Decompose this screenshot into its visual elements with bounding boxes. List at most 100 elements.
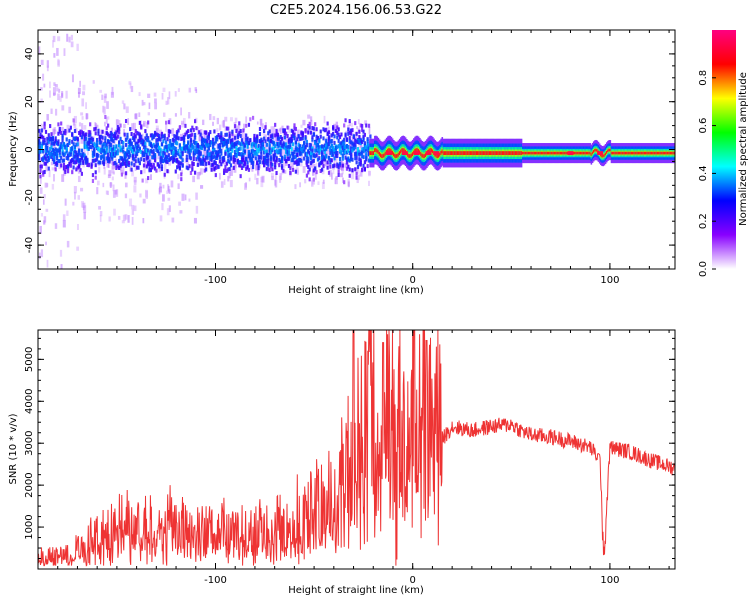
- spectrogram-cell: [40, 128, 43, 133]
- spectrogram-cell: [322, 157, 325, 162]
- spectrogram-cell: [337, 127, 340, 132]
- spectrogram-cell: [332, 166, 335, 175]
- spectrogram-cell: [225, 148, 229, 155]
- spectrogram-cell: [565, 151, 568, 155]
- spectrogram-cell: [129, 139, 132, 144]
- spectrogram-cell: [254, 151, 257, 156]
- spectrogram-cell: [174, 140, 177, 145]
- spectrogram-cell: [53, 92, 56, 97]
- spectrogram-cell: [178, 125, 182, 130]
- spectrogram-cell: [213, 166, 216, 171]
- spectrogram-cell: [453, 151, 455, 155]
- spectrogram-cell: [129, 82, 132, 89]
- spectrogram-cell: [278, 136, 281, 141]
- spectrogram-cell: [43, 125, 46, 130]
- spectrogram-cell: [348, 173, 351, 178]
- spectrogram-cell: [87, 163, 90, 168]
- spectrogram-cell: [94, 163, 97, 168]
- spectrogram-cell: [276, 142, 280, 147]
- spectrogram-cell: [55, 153, 59, 158]
- x-tick-label: -100: [204, 575, 227, 586]
- spectrogram-cell: [355, 139, 358, 144]
- spectrogram-cell: [113, 208, 116, 216]
- spectrogram-cell: [238, 152, 241, 157]
- spectrogram-cell: [162, 139, 165, 144]
- spectrogram-cell: [227, 175, 230, 182]
- spectrogram-cell: [216, 137, 219, 142]
- spectrogram-cell: [236, 148, 239, 153]
- spectrogram-cell: [138, 146, 141, 151]
- spectrogram-cell: [123, 152, 126, 157]
- spectrogram-cell: [79, 132, 82, 137]
- spectrogram-cell: [308, 167, 311, 172]
- spectrogram-cell: [91, 178, 95, 183]
- spectrogram-cell: [588, 151, 590, 155]
- spectrogram-cell: [165, 120, 168, 125]
- spectrogram-cell: [520, 151, 523, 155]
- spectrogram-cell: [345, 137, 349, 142]
- spectrogram-cell: [217, 149, 220, 154]
- spectrogram-cell: [285, 131, 288, 136]
- spectrogram-cell: [203, 138, 206, 143]
- spectrogram-cell: [49, 81, 51, 89]
- spectrogram-cell: [73, 149, 77, 154]
- spectrogram-cell: [305, 155, 309, 160]
- spectrogram-cell: [57, 139, 60, 144]
- spectrogram-cell: [287, 144, 291, 149]
- spectrogram-cell: [65, 143, 68, 148]
- spectrogram-cell: [161, 203, 164, 211]
- spectrogram-cell: [46, 148, 49, 153]
- spectrogram-cell: [616, 151, 619, 155]
- spectrogram-cell: [142, 144, 146, 149]
- spectrogram-cell: [58, 144, 61, 149]
- spectrogram-cell: [49, 124, 52, 129]
- spectrogram-cell: [321, 160, 324, 165]
- spectrogram-cell: [43, 121, 46, 126]
- spectrogram-cell: [643, 151, 646, 155]
- spectrogram-cell: [594, 148, 596, 152]
- spectrogram-cell: [351, 157, 354, 162]
- spectrogram-cell: [140, 124, 143, 129]
- spectrogram-cell: [650, 151, 653, 155]
- spectrogram-cell: [177, 174, 180, 180]
- spectrogram-cell: [173, 158, 176, 163]
- spectrogram-cell: [219, 172, 221, 180]
- spectrogram-cell: [640, 151, 642, 155]
- spectrogram-cell: [170, 156, 173, 161]
- spectrogram-cell: [117, 215, 121, 220]
- x-tick-label: -100: [204, 275, 227, 286]
- spectrogram-cell: [234, 124, 237, 129]
- spectrogram-cell: [428, 148, 431, 153]
- spectrogram-cell: [47, 137, 50, 142]
- spectrogram-cell: [78, 151, 81, 156]
- spectrogram-cell: [315, 153, 318, 158]
- spectrogram-cell: [242, 157, 245, 162]
- spectrogram-cell: [79, 158, 82, 163]
- spectrogram-cell: [286, 157, 289, 162]
- spectrogram-cell: [103, 121, 106, 127]
- spectrogram-cell: [102, 161, 106, 166]
- spectrogram-cell: [455, 151, 458, 155]
- spectrogram-cell: [243, 133, 247, 139]
- colorbar-tick-label: 0.6: [698, 118, 709, 134]
- spectrogram-cell: [106, 159, 110, 168]
- spectrogram-cell: [160, 164, 164, 169]
- spectrogram-cell: [142, 140, 146, 145]
- spectrogram-cell: [222, 155, 226, 160]
- spectrogram-cell: [44, 143, 48, 148]
- spectrogram-cell: [145, 191, 149, 200]
- spectrogram-cell: [141, 99, 144, 106]
- spectrogram-cell: [71, 133, 74, 138]
- spectrogram-cell: [499, 151, 502, 155]
- spectrogram-cell: [64, 198, 67, 206]
- spectrogram-cell: [39, 169, 42, 174]
- spectrogram-cell: [144, 129, 147, 134]
- spectrogram-cell: [210, 155, 213, 160]
- spectrogram-cell: [574, 151, 576, 155]
- spectrogram-cell: [247, 167, 251, 172]
- spectrogram-cell: [587, 151, 589, 155]
- spectrogram-cell: [51, 183, 55, 190]
- spectrogram-cell: [43, 140, 46, 145]
- spectrogram-cell: [119, 123, 122, 128]
- spectrogram-cell: [61, 91, 64, 99]
